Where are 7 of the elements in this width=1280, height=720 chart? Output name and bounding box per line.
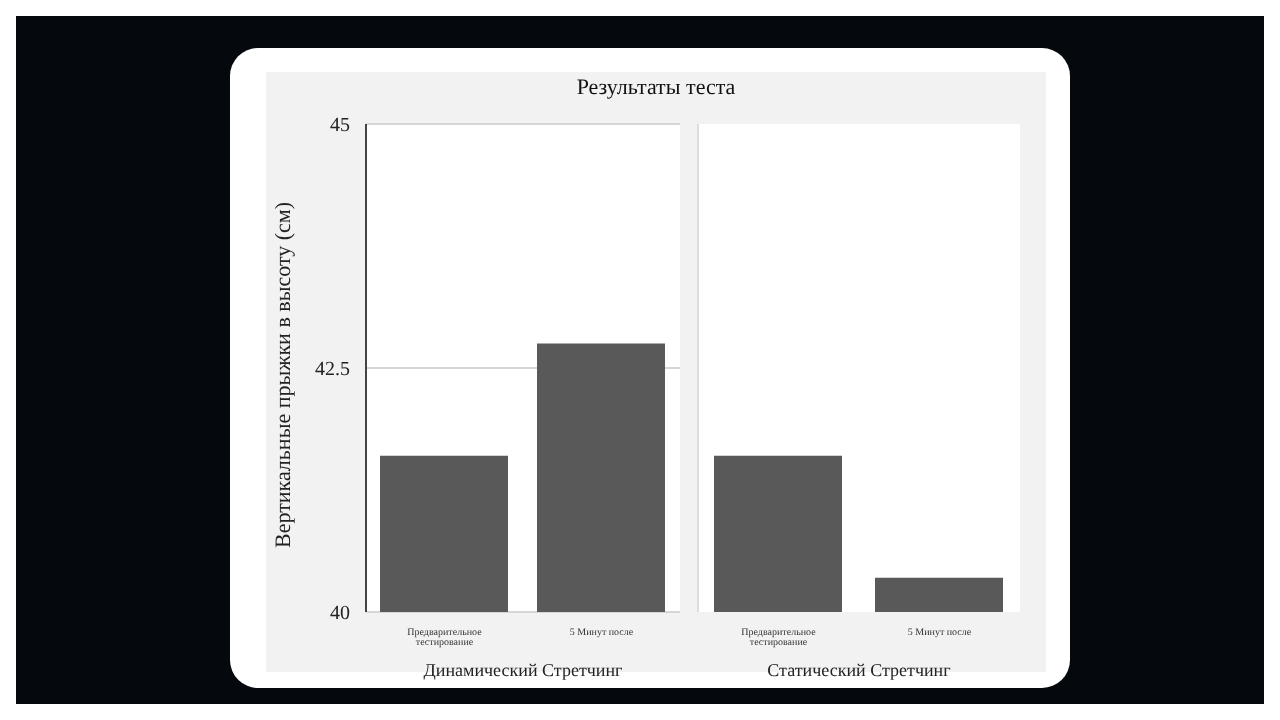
y-tick-label: 45: [330, 115, 350, 138]
y-tick-label: 42.5: [315, 359, 350, 382]
chart-title: Результаты теста: [574, 76, 738, 104]
x-axis-title: Динамический Стретчинг: [423, 660, 624, 680]
y-axis-title: Вертикальные прыжки в высоту (см): [271, 201, 296, 548]
y-tick-label: 40: [330, 603, 350, 626]
x-axis-title: Статический Стретчинг: [767, 660, 952, 680]
